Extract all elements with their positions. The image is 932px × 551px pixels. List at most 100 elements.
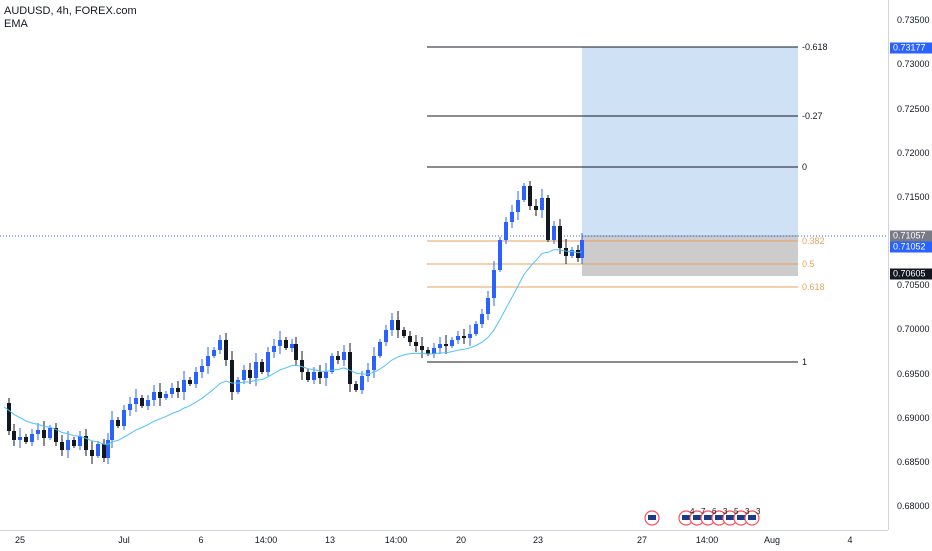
time-tick: 27 [636,535,648,545]
entry-price-tag: 0.71057 [890,230,932,242]
candle-body [24,437,28,442]
candle-body [342,352,346,360]
time-axis[interactable]: 25 Jul 6 14:00 13 14:00 20 23 27 14:00 A… [0,530,888,551]
price-axis[interactable]: 0.73500 0.73000 0.72500 0.72000 0.71500 … [888,0,932,530]
price-tick: 0.70500 [897,280,930,290]
time-tick: Jul [118,535,130,545]
candle-body [134,398,138,404]
candle-body [224,340,228,360]
event-flag-icon [715,515,723,520]
time-tick: 4 [847,535,853,545]
candle-body [432,348,436,354]
candle-body [510,212,514,222]
candle-body [66,440,70,450]
candle-body [468,334,472,338]
candle-body [558,226,562,248]
event-count-label: 5 [734,507,739,516]
candle-body [128,404,132,410]
event-flag-icon [737,515,745,520]
candle-body [36,430,40,434]
candle-body [242,370,246,380]
price-tick: 0.69500 [897,369,930,379]
event-flag-icon [704,515,712,520]
time-tick: Aug [763,535,781,545]
candle-body [408,336,412,342]
candle-body [122,410,126,426]
fib-label: 0.618 [802,282,825,292]
candle-body [272,346,276,352]
candle-body [54,428,58,442]
candle-body [182,380,186,392]
candle-body [206,356,210,366]
candle-body [426,350,430,354]
candle-body [534,206,538,210]
candle-body [336,356,340,360]
candle-body [212,350,216,356]
stop-price-tag: 0.70605 [890,268,932,280]
time-tick: 14:00 [384,535,408,545]
candle-body [318,372,322,378]
last-price-tag: 0.71052 [890,241,932,253]
candle-body [402,330,406,336]
candle-body [116,420,120,426]
fib-label: 0.5 [802,259,815,269]
candle-body [480,314,484,324]
fib-label: 1 [802,357,807,367]
candle-body [158,392,162,398]
candle-body [72,440,76,446]
candle-body [42,430,46,438]
indicator-label[interactable]: EMA [4,18,28,30]
price-tick: 0.70000 [897,324,930,334]
chart-canvas[interactable]: -0.618 -0.27 0 0.382 0.5 0.618 1 4 7 6 3 5 3 3 AUDUSD… [0,0,888,530]
candle-body [102,444,106,458]
candle-body [294,344,298,360]
event-count-label: 6 [712,507,717,516]
event-count-label: 3 [745,507,750,516]
candle-body [570,250,574,256]
time-tick: 14:00 [695,535,719,545]
candle-body [110,420,114,440]
event-count-label: 3 [723,507,728,516]
candle-body [254,362,258,378]
candle-body [18,437,22,440]
target-zone [582,47,798,236]
candle-body [372,356,376,370]
candle-body [378,342,382,356]
chart-legend: AUDUSD, 4h, FOREX.com EMA [4,5,137,31]
candle-body [552,226,556,240]
candle-body [528,186,532,206]
candle-body [60,442,64,450]
candle-body [522,186,526,200]
time-tick: 6 [198,535,204,545]
event-flag-icon [726,515,734,520]
fib-label: 0.382 [802,236,825,246]
candle-body [48,428,52,438]
price-tick: 0.72500 [897,104,930,114]
candle-body [146,400,150,406]
event-count-label: 3 [756,507,761,516]
candle-body [462,336,466,338]
candle-body [164,394,168,398]
price-tick: 0.73000 [897,59,930,69]
candle-body [266,352,270,372]
candle-body [396,320,400,330]
price-tick: 0.68500 [897,457,930,467]
candle-body [260,362,264,372]
fib-label: -0.27 [802,111,823,121]
event-flag-icon [693,515,701,520]
time-tick: 13 [324,535,336,545]
time-tick: 23 [532,535,544,545]
candle-body [12,431,16,440]
candle-body [194,372,198,384]
candle-body [284,340,288,348]
candle-body [230,360,234,392]
candle-body [540,198,544,210]
time-tick: 20 [455,535,467,545]
candle-body [492,270,496,298]
candle-body [140,398,144,406]
symbol-title[interactable]: AUDUSD, 4h, FOREX.com [4,5,137,17]
candle-body [236,380,240,392]
candle-body [348,352,352,384]
price-tick: 0.68000 [897,501,930,511]
